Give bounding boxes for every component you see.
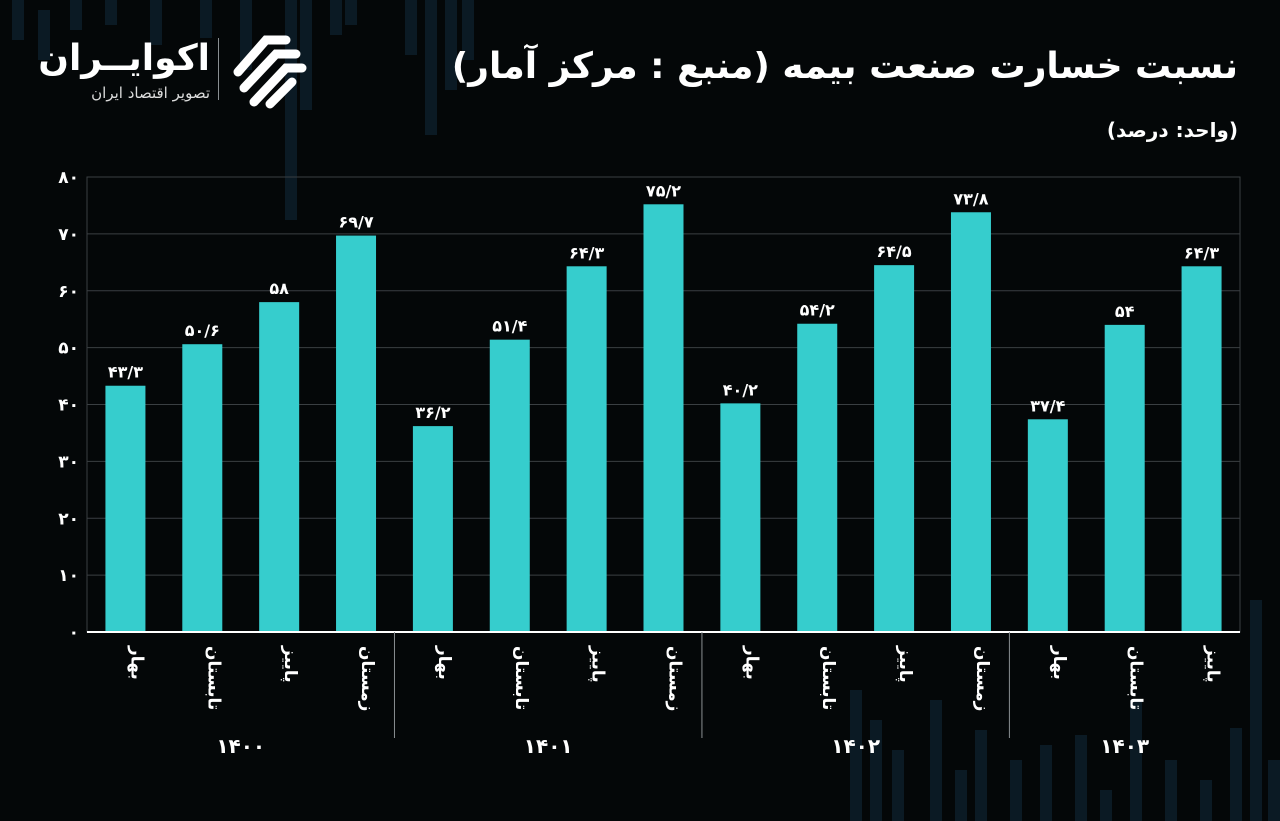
bar — [797, 323, 838, 632]
bg-candle — [892, 750, 904, 821]
y-tick-label: ۶۰ — [58, 282, 79, 302]
bg-candle — [445, 0, 457, 90]
y-tick-label: ۵۰ — [58, 339, 79, 359]
bar — [412, 426, 453, 632]
bar — [182, 344, 223, 632]
bg-candle — [1040, 745, 1052, 821]
group-label: ۱۴۰۰ — [216, 734, 265, 758]
category-label: زمستان — [357, 646, 377, 711]
category-label: پاییز — [280, 645, 300, 683]
bg-candle — [425, 0, 437, 135]
bar-value-label: ۷۳/۸ — [953, 189, 988, 208]
bg-candle — [38, 10, 50, 60]
group-label: ۱۴۰۳ — [1100, 734, 1149, 758]
bg-candle — [1165, 760, 1177, 821]
bg-candle — [1268, 760, 1280, 821]
bar — [1104, 324, 1145, 632]
bar — [874, 265, 915, 632]
bg-candle — [300, 0, 312, 110]
bar-value-label: ۷۵/۲ — [646, 181, 681, 200]
bar-value-label: ۵۸ — [269, 279, 289, 298]
y-tick-label: ۱۰ — [58, 566, 79, 586]
bg-candle — [1230, 728, 1242, 821]
bg-candle — [870, 720, 882, 821]
unit-label: (واحد: درصد) — [1106, 118, 1238, 142]
category-label: پاییز — [588, 645, 608, 683]
category-label: زمستان — [665, 646, 685, 711]
bg-candle — [1130, 700, 1142, 821]
bar-value-label: ۶۴/۵ — [877, 242, 912, 261]
bar-value-label: ۶۹/۷ — [338, 213, 373, 232]
bg-candle — [462, 0, 474, 60]
bar — [489, 339, 530, 632]
logo-tagline: تصویر اقتصاد ایران — [91, 84, 210, 102]
bar — [105, 385, 146, 632]
chart-title: نسبت خسارت صنعت بیمه (منبع : مرکز آمار) — [451, 46, 1238, 87]
ekoiran-logo-icon — [233, 35, 307, 109]
category-label: تابستان — [1126, 646, 1146, 710]
bar-value-label: ۶۴/۳ — [569, 243, 604, 262]
logo-divider — [218, 38, 219, 100]
category-label: بهار — [741, 645, 761, 680]
bar — [1181, 266, 1222, 632]
bg-candle — [405, 0, 417, 55]
bar-value-label: ۵۰/۶ — [185, 321, 220, 340]
category-label: تابستان — [818, 646, 838, 710]
bar-value-label: ۳۶/۲ — [415, 403, 450, 422]
bg-candle — [975, 730, 987, 821]
bg-candle — [1075, 735, 1087, 821]
group-label: ۱۴۰۱ — [524, 734, 573, 758]
category-label: بهار — [434, 645, 454, 680]
category-label: تابستان — [511, 646, 531, 710]
bg-candle — [70, 0, 82, 30]
y-tick-label: ۸۰ — [58, 168, 79, 188]
bg-candle — [1010, 760, 1022, 821]
category-label: پاییز — [1203, 645, 1223, 683]
category-label: تابستان — [203, 646, 223, 710]
bg-candle — [330, 0, 342, 35]
bar — [1027, 419, 1068, 632]
group-label: ۱۴۰۲ — [831, 734, 880, 758]
logo: اکوایــران تصویر اقتصاد ایران — [38, 32, 320, 112]
bar-value-label: ۵۴ — [1115, 302, 1135, 321]
bar-value-label: ۴۰/۲ — [723, 380, 758, 399]
bg-candle — [12, 0, 24, 40]
bar-value-label: ۳۷/۴ — [1030, 396, 1065, 415]
bar — [566, 266, 607, 632]
bg-candle — [345, 0, 357, 25]
y-tick-label: ۴۰ — [58, 396, 79, 416]
bg-candle — [955, 770, 967, 821]
bar-value-label: ۶۴/۳ — [1184, 243, 1219, 262]
category-label: زمستان — [972, 646, 992, 711]
bar-value-label: ۵۴/۲ — [800, 301, 835, 320]
bar-value-label: ۴۳/۳ — [108, 363, 143, 382]
logo-name: اکوایــران — [38, 38, 210, 79]
y-tick-label: ۰ — [69, 623, 79, 643]
bar — [720, 403, 761, 632]
y-tick-label: ۷۰ — [58, 225, 79, 245]
y-tick-label: ۲۰ — [58, 509, 79, 529]
bar — [950, 212, 991, 632]
category-label: بهار — [1049, 645, 1069, 680]
bg-candle — [1250, 600, 1262, 821]
bg-candle — [930, 700, 942, 821]
y-tick-label: ۳۰ — [58, 452, 79, 472]
bar — [643, 204, 684, 633]
bar — [336, 235, 377, 633]
bg-candle — [105, 0, 117, 25]
bar — [259, 302, 300, 632]
category-label: پاییز — [895, 645, 915, 683]
bar-value-label: ۵۱/۴ — [492, 317, 527, 336]
bg-candle — [850, 690, 862, 821]
bg-candle — [240, 0, 252, 70]
bg-candle — [150, 0, 162, 45]
bg-candle — [1200, 780, 1212, 821]
category-label: بهار — [126, 645, 146, 680]
bg-candle — [200, 0, 212, 38]
bg-candle — [1100, 790, 1112, 821]
